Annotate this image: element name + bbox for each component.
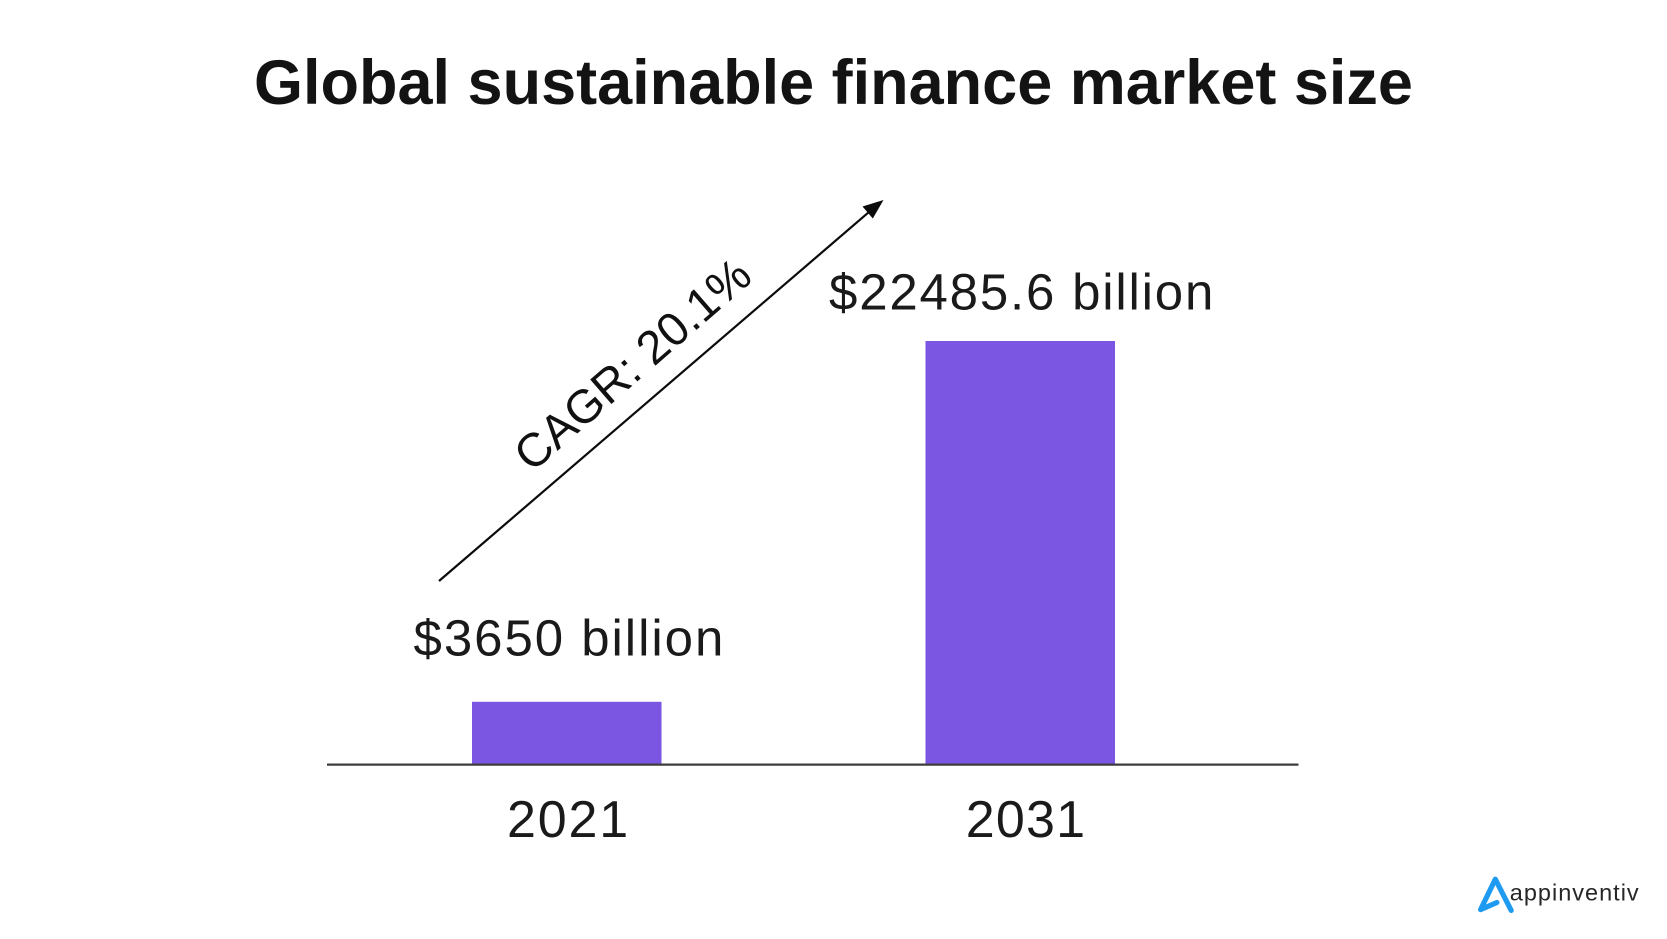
svg-text:2021: 2021: [507, 791, 630, 849]
svg-text:appinventiv: appinventiv: [1510, 880, 1640, 906]
svg-text:2031: 2031: [966, 791, 1086, 849]
svg-text:Global sustainable finance mar: Global sustainable finance market size: [254, 48, 1413, 118]
svg-text:$22485.6 billion: $22485.6 billion: [829, 264, 1215, 321]
svg-text:$3650 billion: $3650 billion: [414, 610, 726, 667]
svg-text:CAGR: 20.1%: CAGR: 20.1%: [503, 247, 761, 481]
